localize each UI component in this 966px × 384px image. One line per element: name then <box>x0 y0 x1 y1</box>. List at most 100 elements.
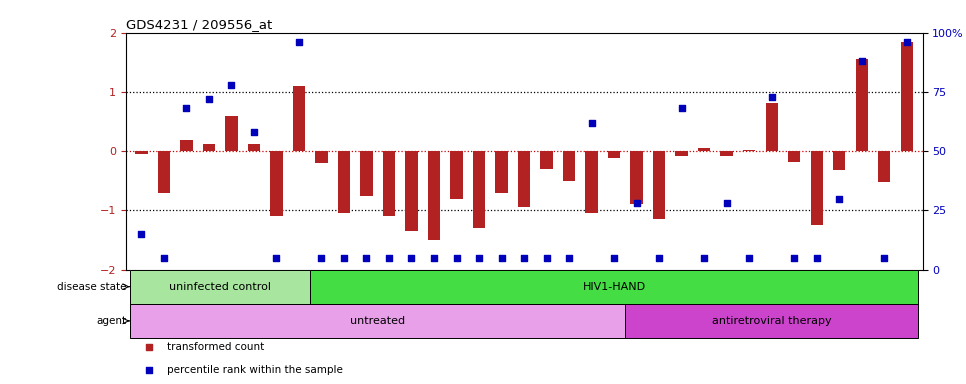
Bar <box>293 86 305 151</box>
Bar <box>788 151 801 162</box>
Bar <box>738 33 760 270</box>
Point <box>201 96 216 102</box>
Bar <box>450 151 463 199</box>
Bar <box>850 33 873 270</box>
Bar <box>468 270 491 336</box>
Point <box>494 255 509 261</box>
Bar <box>585 151 598 213</box>
Bar <box>175 270 198 336</box>
Point <box>133 231 149 237</box>
Bar <box>130 270 310 304</box>
Point <box>179 105 194 111</box>
Bar <box>332 33 355 270</box>
Bar <box>265 270 288 336</box>
Bar <box>900 41 913 151</box>
Bar <box>270 151 283 216</box>
Bar <box>130 304 625 338</box>
Point <box>449 255 465 261</box>
Bar <box>383 151 395 216</box>
Bar <box>833 151 845 170</box>
Bar <box>181 141 192 151</box>
Bar <box>783 33 806 270</box>
Bar <box>856 59 867 151</box>
Bar <box>648 33 670 270</box>
Bar <box>315 151 327 163</box>
Text: percentile rank within the sample: percentile rank within the sample <box>167 365 343 375</box>
Point <box>358 255 374 261</box>
Point <box>651 255 667 261</box>
Point <box>583 119 599 126</box>
Bar <box>247 144 260 151</box>
Point <box>629 200 644 206</box>
Bar <box>203 144 215 151</box>
Text: untreated: untreated <box>350 316 406 326</box>
Bar <box>220 270 242 336</box>
Point <box>224 82 240 88</box>
Point <box>607 255 622 261</box>
Bar <box>496 151 508 193</box>
Bar <box>603 33 625 270</box>
Bar <box>895 33 918 270</box>
Point <box>246 129 262 135</box>
Bar <box>198 270 220 336</box>
Bar <box>135 151 148 154</box>
Bar <box>225 116 238 151</box>
Bar <box>895 270 918 336</box>
Point <box>734 260 750 266</box>
Bar <box>491 33 513 270</box>
Bar <box>153 270 175 336</box>
Bar <box>625 33 648 270</box>
Point <box>809 255 824 261</box>
Bar <box>873 270 895 336</box>
Point <box>561 255 577 261</box>
Bar <box>242 270 265 336</box>
Bar <box>310 270 332 336</box>
Point <box>382 255 397 261</box>
Point <box>269 255 284 261</box>
Bar <box>355 33 378 270</box>
Bar <box>535 33 557 270</box>
Bar <box>760 33 783 270</box>
Point <box>832 195 847 202</box>
Text: HIV1-HAND: HIV1-HAND <box>582 282 645 292</box>
Bar <box>513 33 535 270</box>
Bar <box>198 33 220 270</box>
Point <box>426 255 441 261</box>
Bar <box>535 270 557 336</box>
Text: GDS4231 / 209556_at: GDS4231 / 209556_at <box>126 18 271 31</box>
Point <box>696 255 712 261</box>
Text: agent: agent <box>96 316 126 326</box>
Text: transformed count: transformed count <box>167 342 265 352</box>
Bar <box>581 33 603 270</box>
Point <box>516 255 531 261</box>
Point <box>404 255 419 261</box>
Bar <box>828 33 850 270</box>
Bar <box>468 33 491 270</box>
Bar <box>332 270 355 336</box>
Point <box>764 94 780 100</box>
Bar <box>472 151 485 228</box>
Point <box>899 39 915 45</box>
Bar <box>581 270 603 336</box>
Point <box>471 255 487 261</box>
Point <box>719 200 734 206</box>
Bar <box>670 270 693 336</box>
Bar <box>423 33 445 270</box>
Bar <box>743 150 755 151</box>
Bar <box>608 151 620 158</box>
Bar <box>400 270 423 336</box>
Bar <box>625 304 918 338</box>
Bar <box>310 270 918 304</box>
Text: uninfected control: uninfected control <box>169 282 271 292</box>
Bar <box>653 151 666 219</box>
Text: antiretroviral therapy: antiretroviral therapy <box>712 316 832 326</box>
Bar <box>603 270 625 336</box>
Bar <box>557 33 581 270</box>
Bar <box>693 33 716 270</box>
Bar <box>518 151 530 207</box>
Bar <box>738 270 760 336</box>
Bar <box>716 270 738 336</box>
Bar <box>670 33 693 270</box>
Point <box>156 255 172 261</box>
Bar <box>288 33 310 270</box>
